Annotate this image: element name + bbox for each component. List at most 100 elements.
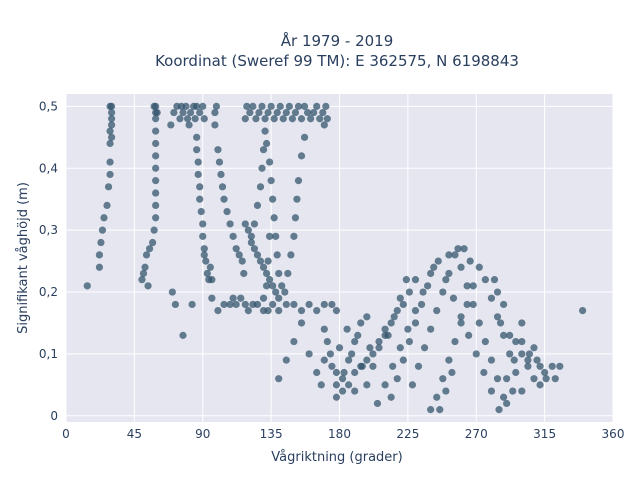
data-point [487, 294, 496, 302]
data-point [95, 251, 104, 259]
data-point [171, 300, 179, 309]
data-point [258, 164, 266, 172]
data-point [247, 238, 255, 247]
data-point [100, 214, 108, 222]
data-point [246, 108, 254, 117]
data-point [287, 251, 295, 259]
data-point [269, 300, 277, 309]
data-point [320, 300, 328, 309]
data-point [179, 108, 187, 117]
data-point [536, 362, 544, 370]
data-point [463, 282, 471, 290]
data-point [150, 102, 158, 110]
data-point [375, 337, 383, 346]
data-point [542, 375, 550, 383]
data-point [194, 158, 202, 166]
data-point [106, 139, 114, 148]
data-point [326, 350, 334, 358]
data-point [211, 108, 219, 117]
data-point [427, 269, 435, 278]
data-point [142, 251, 151, 259]
data-point [276, 102, 284, 110]
data-point [266, 158, 274, 166]
data-point [179, 331, 187, 339]
data-point [275, 375, 283, 383]
data-point [167, 121, 175, 129]
data-point [97, 238, 105, 247]
data-point [433, 307, 441, 315]
data-point [152, 152, 160, 160]
data-point [275, 269, 283, 278]
data-point [381, 331, 389, 339]
data-point [199, 220, 207, 228]
x-tick-label: 90 [195, 427, 210, 441]
data-point [343, 325, 351, 333]
data-point [176, 115, 184, 123]
x-axis-title: Vågriktning (grader) [271, 450, 402, 465]
y-tick-label: 0 [50, 409, 58, 423]
data-point [402, 276, 410, 284]
data-point [323, 337, 331, 346]
data-point [206, 263, 214, 271]
data-point [404, 325, 412, 333]
data-point [259, 263, 268, 271]
data-point [405, 337, 413, 346]
data-point [256, 183, 265, 191]
data-point [506, 331, 514, 339]
data-point [411, 319, 420, 327]
data-point [460, 245, 468, 253]
data-point [320, 325, 328, 333]
data-point [139, 269, 148, 278]
data-point [366, 344, 374, 352]
data-point [457, 263, 465, 271]
data-point [278, 282, 286, 290]
data-point [457, 313, 465, 321]
data-point [275, 294, 283, 302]
data-point [424, 282, 432, 290]
y-tick-label: 0,1 [39, 347, 58, 361]
data-point [530, 375, 538, 383]
data-point [241, 115, 249, 123]
data-point [434, 257, 442, 265]
data-point [556, 362, 564, 370]
data-point [463, 300, 471, 309]
data-point [264, 257, 272, 265]
data-point [297, 152, 306, 160]
data-point [442, 276, 450, 284]
data-point [427, 406, 435, 414]
data-point [259, 294, 268, 302]
data-point [345, 381, 353, 389]
data-point [381, 381, 389, 389]
data-point [369, 362, 377, 370]
data-point [465, 331, 473, 339]
data-point [524, 356, 532, 364]
data-point [466, 257, 474, 265]
data-point [249, 102, 257, 110]
data-point [439, 288, 447, 296]
data-point [496, 319, 505, 327]
data-point [411, 276, 420, 284]
data-point [261, 127, 269, 135]
data-point [196, 183, 204, 191]
y-tick-label: 0,2 [39, 285, 58, 299]
data-point [208, 276, 216, 284]
data-point [328, 300, 336, 309]
data-point [144, 282, 152, 290]
data-point [229, 294, 237, 302]
data-point [472, 350, 480, 358]
x-tick-label: 270 [465, 427, 488, 441]
data-point [247, 232, 255, 240]
data-point [493, 375, 502, 383]
data-point [338, 375, 347, 383]
data-point [152, 177, 160, 185]
data-point [273, 251, 281, 259]
data-point [262, 282, 271, 290]
data-point [269, 195, 277, 203]
data-point [196, 195, 204, 203]
data-point [262, 269, 271, 278]
data-point [266, 232, 274, 240]
data-point [328, 362, 336, 370]
data-point [427, 325, 435, 333]
